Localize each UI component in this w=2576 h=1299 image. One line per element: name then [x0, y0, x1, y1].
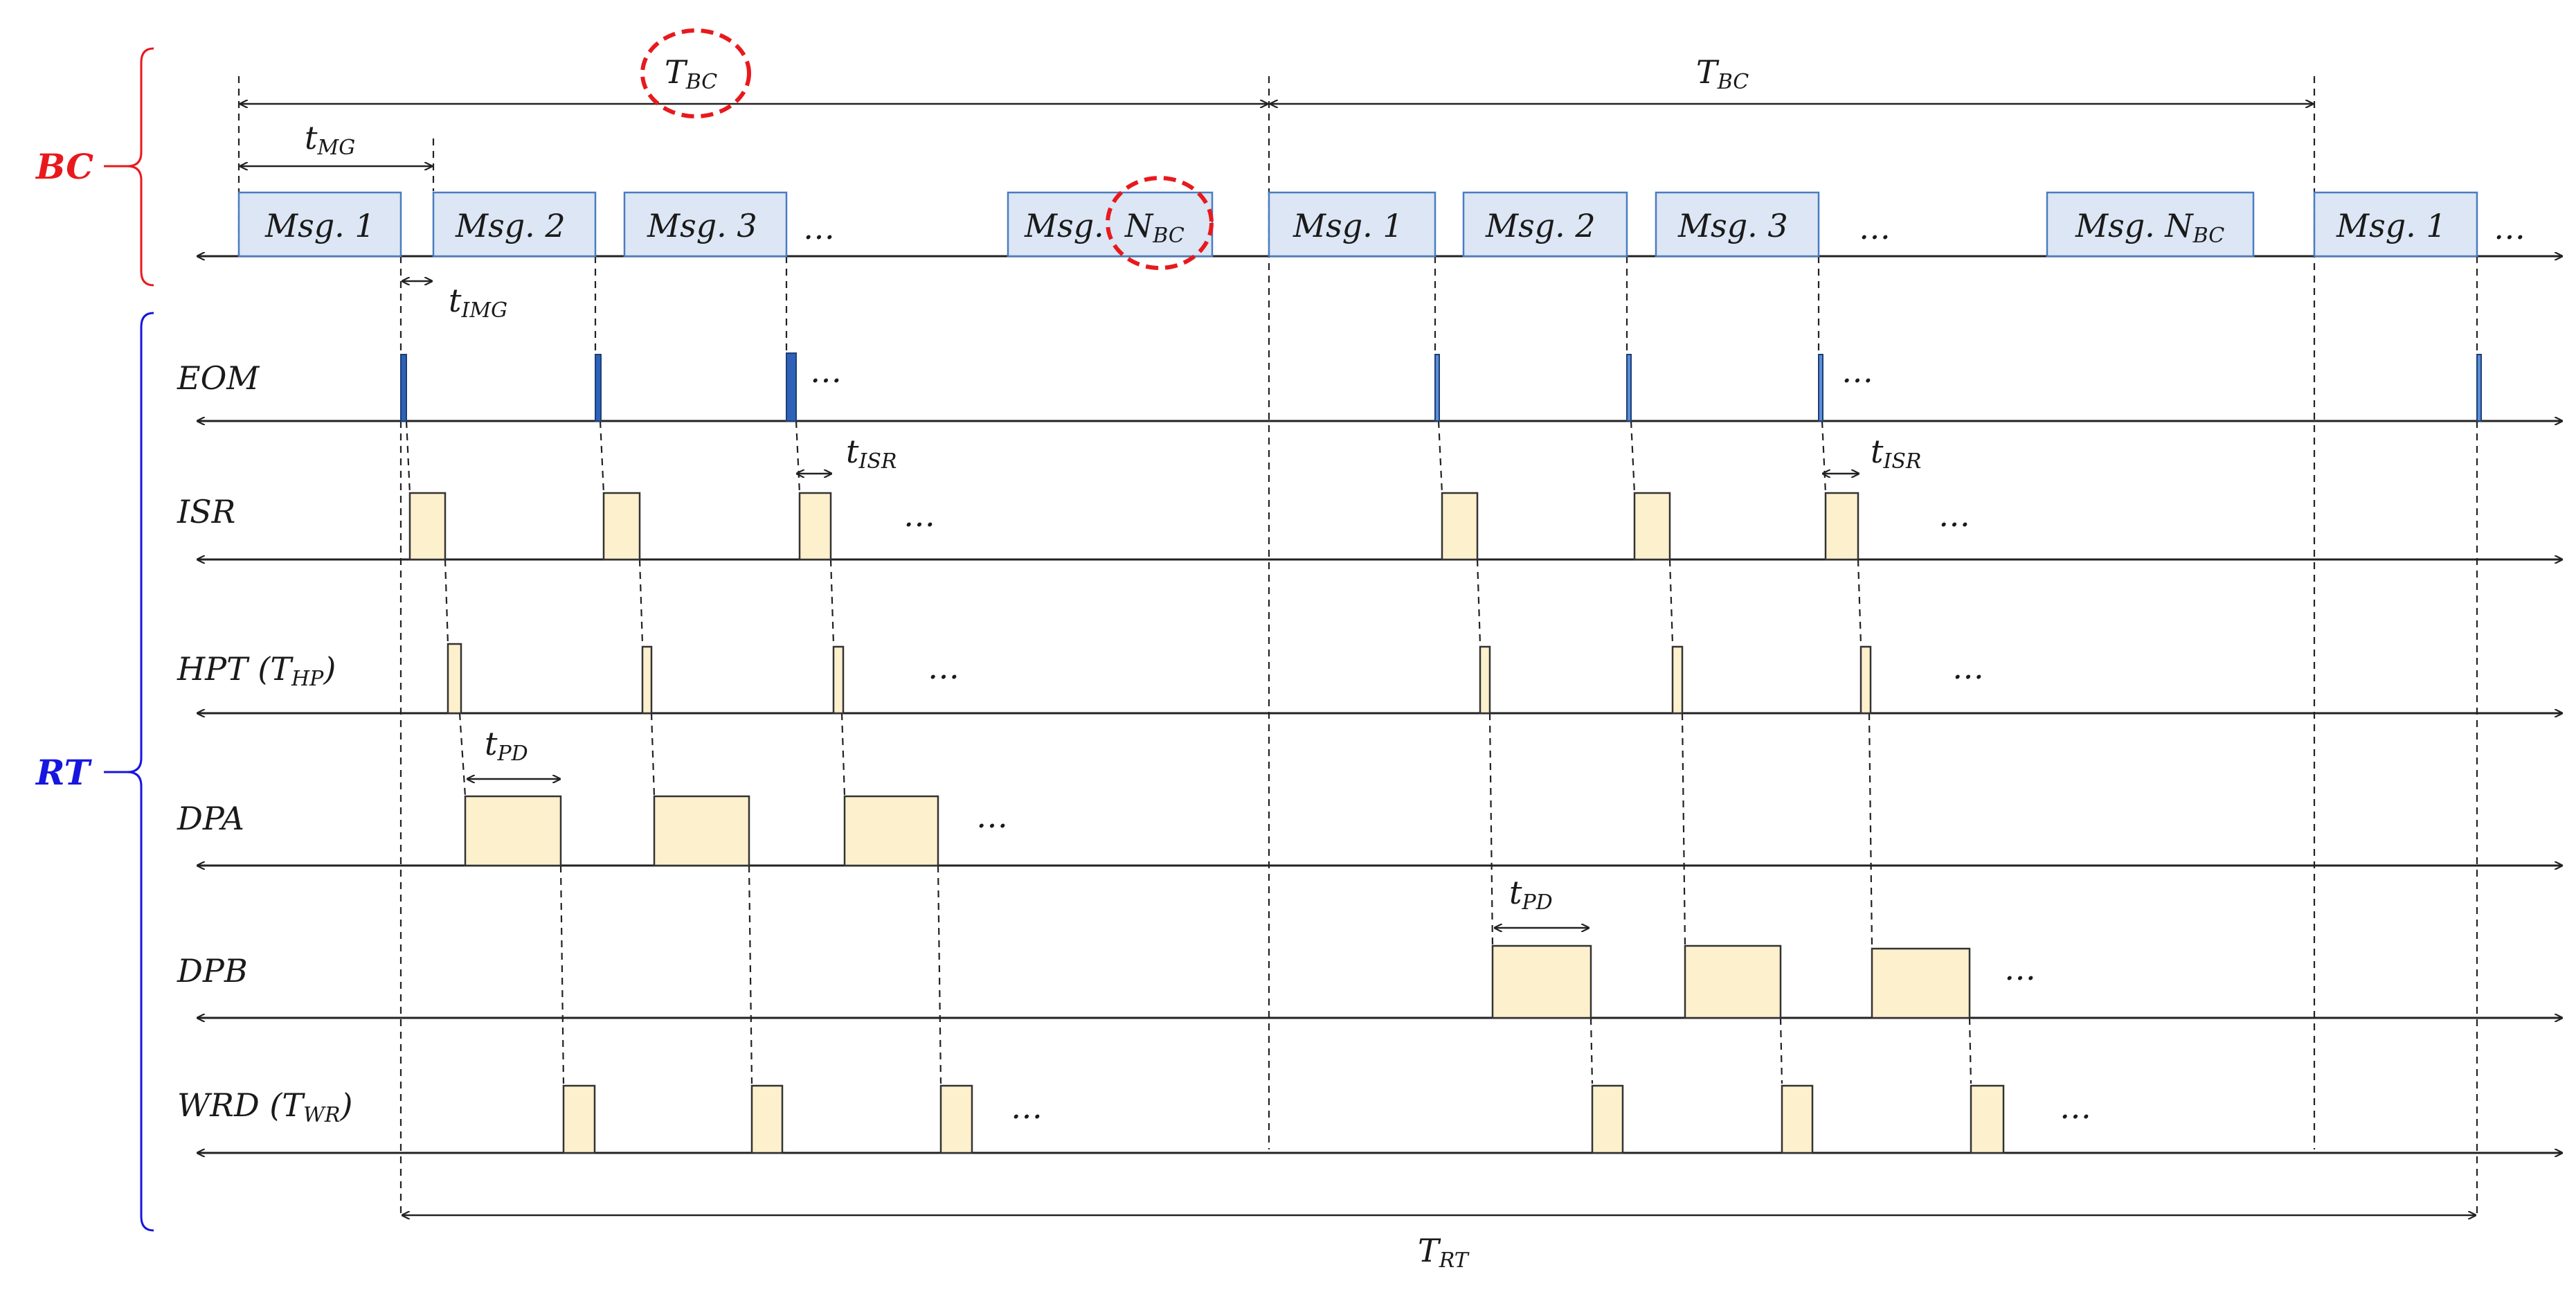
- message-box: [1462, 191, 1628, 258]
- message-label: Msg. 2: [1485, 207, 1596, 244]
- isr-pulses: … tISR … tISR: [408, 433, 1970, 561]
- ellipsis: …: [803, 209, 835, 247]
- message-label: NBC: [1124, 207, 1185, 248]
- row-label-dpa: DPA: [177, 800, 244, 837]
- pd-duration-label: tPD: [1509, 874, 1553, 915]
- row-label-hpt: HPT (THP): [177, 650, 336, 691]
- bc-period-label-1: TBC: [665, 53, 717, 94]
- eom-pulse: [400, 354, 407, 422]
- isr-pulse: [1633, 492, 1671, 561]
- wrd-pulse: [750, 1084, 784, 1154]
- message-label: Msg. 3: [1677, 207, 1788, 244]
- message-box: [432, 191, 597, 258]
- rt-period-dimension: TRT: [403, 1215, 2475, 1273]
- hpt-pulses: … …: [447, 643, 1984, 715]
- isr-duration-label: tISR: [1871, 433, 1922, 474]
- isr-duration-label: tISR: [846, 433, 897, 474]
- ellipsis: …: [903, 496, 935, 534]
- isr-pulse: [1824, 492, 1859, 561]
- bc-messages: Msg. 1 Msg. 2 Msg. 3 … Msg. NBC Msg. 1 M…: [237, 176, 2525, 270]
- ellipsis: …: [810, 352, 842, 390]
- hpt-pulse: [1671, 645, 1684, 715]
- ellipsis: …: [1952, 649, 1984, 686]
- pd-duration-label: tPD: [485, 725, 528, 766]
- wrd-pulse: [1970, 1084, 2005, 1154]
- isr-pulse: [602, 492, 641, 561]
- wrd-pulses: … …: [562, 1084, 2091, 1154]
- ellipsis: …: [976, 798, 1008, 835]
- ellipsis: …: [2004, 950, 2036, 987]
- bc-group-label: BC: [35, 146, 93, 187]
- hpt-pulse: [832, 645, 845, 715]
- hpt-pulse: [641, 645, 653, 715]
- eom-pulse: [1434, 354, 1440, 422]
- eom-pulses: … …: [400, 352, 2482, 422]
- message-box: [2046, 191, 2255, 258]
- message-box: [623, 191, 788, 258]
- img-label: tIMG: [449, 282, 507, 323]
- message-label: Msg. 3: [647, 207, 757, 244]
- dpb-pulse: [1491, 944, 1592, 1019]
- isr-pulse: [408, 492, 447, 561]
- highlight-circle-tbc: [640, 28, 751, 118]
- bc-group-bracket: BC: [35, 47, 154, 287]
- message-box: [1007, 191, 1214, 258]
- message-label: Msg.: [1024, 207, 1104, 244]
- dpa-pulse: [464, 795, 562, 867]
- ellipsis: …: [1011, 1089, 1043, 1126]
- message-box: [1655, 191, 1820, 258]
- ellipsis: …: [1859, 209, 1891, 247]
- dpa-pulses: tPD …: [464, 725, 1008, 867]
- ellipsis: …: [1938, 496, 1970, 534]
- ellipsis: …: [2494, 209, 2525, 247]
- wrd-pulse: [1781, 1084, 1814, 1154]
- wrd-pulse: [939, 1084, 973, 1154]
- hpt-pulse: [1859, 645, 1872, 715]
- ellipsis: …: [2060, 1089, 2091, 1126]
- row-label-dpb: DPB: [177, 952, 248, 989]
- dpa-pulse: [843, 795, 939, 867]
- ellipsis: …: [1841, 352, 1873, 390]
- message-box: [2313, 191, 2478, 258]
- eom-pulse: [1626, 354, 1632, 422]
- wrd-pulse: [562, 1084, 596, 1154]
- bc-period-dimensions: TBC TBC tMG tIMG: [241, 28, 2312, 323]
- isr-pulse: [798, 492, 832, 561]
- eom-pulse: [1818, 354, 1823, 422]
- message-label: Msg. 2: [455, 207, 566, 244]
- dpb-pulses: tPD …: [1491, 874, 2036, 1019]
- message-box: [237, 191, 402, 258]
- dpa-pulse: [653, 795, 750, 867]
- row-labels: EOM ISR HPT (THP) DPA DPB WRD (TWR): [177, 359, 352, 1127]
- dpb-pulse: [1684, 944, 1782, 1019]
- bc-period-label-2: TBC: [1696, 53, 1749, 94]
- eom-pulse: [595, 354, 602, 422]
- message-label: Msg. 1: [1292, 207, 1403, 244]
- rt-group-label: RT: [35, 752, 93, 793]
- mg-label: tMG: [305, 119, 355, 160]
- hpt-pulse: [1479, 645, 1491, 715]
- highlight-circle-nbc: [1106, 176, 1214, 270]
- row-label-isr: ISR: [177, 493, 235, 530]
- hpt-pulse: [447, 643, 462, 715]
- message-label: Msg. NBC: [2075, 207, 2224, 248]
- eom-pulse: [786, 352, 797, 422]
- wrd-pulse: [1591, 1084, 1624, 1154]
- isr-pulse: [1441, 492, 1479, 561]
- ellipsis: …: [928, 649, 960, 686]
- rt-period-label: TRT: [1418, 1232, 1470, 1273]
- rt-group-bracket: RT: [35, 312, 154, 1232]
- message-label: Msg. 1: [2336, 207, 2447, 244]
- timeline-axes: [198, 256, 2561, 1153]
- eom-pulse: [2476, 354, 2482, 422]
- row-label-wrd: WRD (TWR): [177, 1086, 352, 1127]
- message-box: [1268, 191, 1436, 258]
- dpb-pulse: [1871, 947, 1971, 1019]
- message-label: Msg. 1: [264, 207, 375, 244]
- row-label-eom: EOM: [177, 359, 260, 397]
